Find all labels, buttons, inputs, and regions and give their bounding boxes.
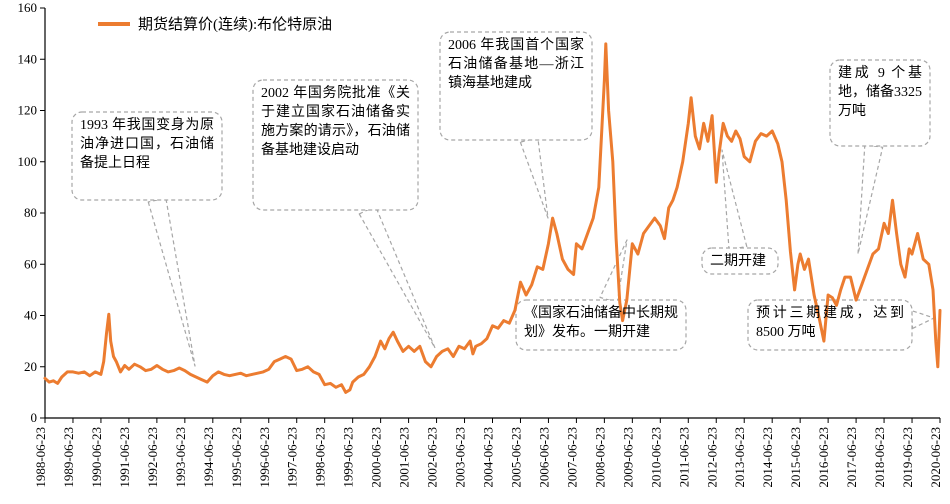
- callout-text: 2002 年国务院批准《关于建立国家石油储备实施方案的请示》，石油储备基地建设启…: [261, 85, 410, 161]
- x-tick-label: 2013-06-23: [732, 427, 747, 488]
- x-tick-label: 2019-06-23: [900, 427, 915, 488]
- callout-text: 建成 9 个基地，储备3325 万吨: [838, 65, 922, 122]
- y-tick-label: 0: [31, 410, 38, 425]
- x-tick-label: 2001-06-23: [397, 427, 412, 488]
- callout-tail: [600, 240, 627, 303]
- x-tick-label: 2012-06-23: [704, 427, 719, 488]
- x-tick-label: 2015-06-23: [788, 427, 803, 488]
- x-tick-label: 1992-06-23: [145, 427, 160, 488]
- y-tick-label: 60: [24, 256, 37, 271]
- x-tick-label: 2000-06-23: [369, 427, 384, 488]
- y-tick-label: 160: [18, 0, 38, 15]
- x-tick-label: 2006-06-23: [536, 427, 551, 488]
- legend-label: 期货结算价(连续):布伦特原油: [138, 15, 332, 33]
- callout-tail: [911, 311, 934, 329]
- x-tick-label: 1988-06-23: [33, 427, 48, 488]
- x-tick-label: 1989-06-23: [61, 427, 76, 488]
- y-tick-label: 120: [18, 103, 38, 118]
- x-tick-label: 1994-06-23: [201, 427, 216, 488]
- x-tick-label: 2003-06-23: [453, 427, 468, 488]
- x-tick-label: 2009-06-23: [620, 427, 635, 488]
- callout-text: 《国家石油储备中长期规划》发布。一期开建: [524, 305, 678, 343]
- x-tick-label: 2014-06-23: [760, 427, 775, 488]
- x-tick-label: 2018-06-23: [872, 427, 887, 488]
- callout-text: 预计三期建成，达到 8500 万吨: [756, 305, 904, 343]
- x-tick-label: 2002-06-23: [425, 427, 440, 488]
- callout-tail: [359, 206, 435, 348]
- x-tick-label: 1998-06-23: [313, 427, 328, 488]
- x-tick-label: 2016-06-23: [816, 427, 831, 488]
- callout-tail: [722, 150, 747, 249]
- x-tick-label: 2020-06-23: [928, 427, 943, 488]
- callout-tail: [148, 198, 195, 366]
- y-tick-label: 100: [18, 154, 38, 169]
- x-tick-label: 1991-06-23: [117, 427, 132, 488]
- x-tick-label: 1996-06-23: [257, 427, 272, 488]
- callout-text: 二期开建: [710, 253, 770, 272]
- x-tick-label: 1995-06-23: [229, 427, 244, 488]
- x-tick-label: 2005-06-23: [508, 427, 523, 488]
- x-tick-label: 2017-06-23: [844, 427, 859, 488]
- x-tick-label: 2004-06-23: [481, 427, 496, 488]
- x-tick-label: 2008-06-23: [592, 427, 607, 488]
- y-tick-label: 80: [24, 205, 37, 220]
- x-tick-label: 2007-06-23: [564, 427, 579, 488]
- x-tick-label: 1999-06-23: [341, 427, 356, 488]
- callout-tail: [520, 138, 548, 218]
- x-tick-label: 1997-06-23: [285, 427, 300, 488]
- x-tick-label: 1993-06-23: [173, 427, 188, 488]
- y-tick-label: 140: [18, 51, 38, 66]
- y-tick-label: 20: [24, 359, 37, 374]
- chart-container: 0 20 40 60 80 100 120 140 160 1988-06-23 1989-06-2…: [0, 0, 950, 504]
- callout-text: 1993 年我国变身为原油净进口国，石油储备提上日程: [80, 117, 214, 174]
- x-tick-label: 2010-06-23: [648, 427, 663, 488]
- x-tick-label: 2011-06-23: [676, 427, 691, 487]
- callout-text: 2006 年我国首个国家石油储备基地—浙江镇海基地建成: [448, 37, 584, 94]
- callout-tail: [858, 145, 883, 254]
- y-tick-label: 40: [24, 308, 37, 323]
- x-tick-label: 1990-06-23: [89, 427, 104, 488]
